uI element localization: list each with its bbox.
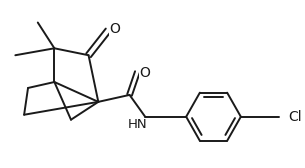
Text: HN: HN [127, 118, 147, 131]
Text: O: O [109, 23, 120, 36]
Text: O: O [139, 66, 150, 80]
Text: Cl: Cl [289, 110, 302, 124]
